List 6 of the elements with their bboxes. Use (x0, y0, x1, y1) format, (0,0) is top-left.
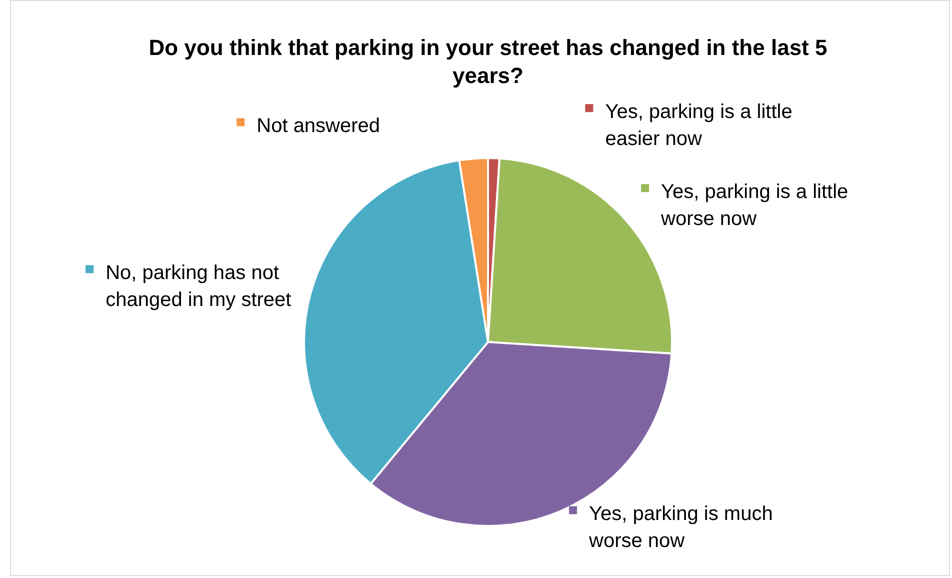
legend-label: Yes, parking is a little worse now (660, 181, 848, 230)
legend-label: Not answered (256, 115, 380, 138)
legend-label: Yes, parking is much worse now (588, 503, 773, 552)
legend-label: No, parking has not changed in my street (106, 262, 292, 312)
legend-label: Yes, parking is a little easier now (605, 101, 792, 150)
chart-title: Do you think that parking in your street has changed in the last 5 years? (148, 35, 828, 88)
